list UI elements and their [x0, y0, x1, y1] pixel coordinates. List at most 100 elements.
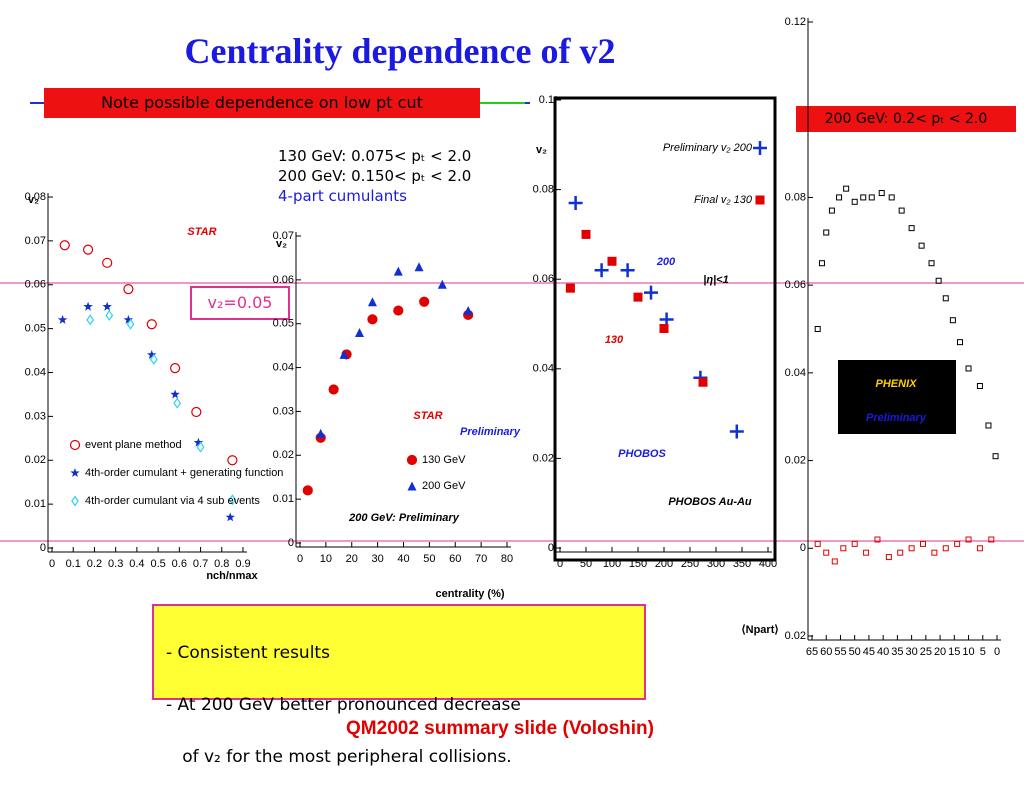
legend-label: event plane method [85, 439, 182, 451]
data-point [898, 207, 905, 214]
slide: {"slide":{"title":"Centrality dependence… [0, 15, 1024, 767]
x-tick-label: 10 [962, 646, 974, 658]
legend-label: Preliminary v₂ 200 [663, 142, 753, 154]
y-tick-label: 0.06 [273, 274, 294, 286]
data-point [69, 439, 81, 451]
data-point [868, 194, 875, 201]
y-tick-label: 0.07 [25, 235, 46, 247]
y-tick-label: 0.01 [273, 493, 294, 505]
data-point [823, 229, 830, 236]
data-point [965, 365, 972, 372]
data-point [607, 256, 617, 266]
data-point [59, 240, 70, 251]
x-tick-label: 55 [834, 646, 846, 658]
cut-text: 130 GeV: 0.075< pₜ < 2.0 200 GeV: 0.150<… [278, 146, 471, 206]
data-point [191, 406, 202, 418]
data-point [315, 432, 326, 443]
data-point [355, 327, 365, 337]
data-point [965, 536, 972, 543]
annotation: PHOBOS Au-Au [668, 496, 752, 508]
data-point [814, 326, 821, 332]
data-point [659, 312, 674, 327]
y-tick-label: 0.07 [273, 230, 294, 242]
data-point [463, 309, 474, 321]
y-tick-label: 0.02 [785, 630, 806, 642]
data-point [908, 545, 915, 552]
x-tick-label: 20 [346, 553, 358, 565]
data-point [328, 384, 339, 395]
data-point [693, 370, 708, 385]
x-tick-label: 300 [707, 558, 725, 570]
x-tick-label: 50 [423, 553, 435, 565]
x-tick-label: 35 [891, 646, 903, 658]
data-point [228, 494, 237, 506]
bullet: - Consistent results [166, 643, 330, 663]
data-point [302, 485, 313, 496]
y-tick-label: 0.02 [25, 454, 46, 466]
data-point [954, 540, 961, 547]
data-point [170, 389, 180, 399]
annotation: 130 [605, 334, 624, 346]
data-point [393, 266, 403, 276]
data-point [976, 545, 983, 552]
x-tick-label: 60 [820, 646, 832, 658]
y-tick-label: 0.12 [785, 16, 806, 28]
x-tick-label: 25 [920, 646, 932, 658]
data-point [437, 279, 447, 289]
data-point [196, 441, 205, 453]
x-tick-label: 40 [397, 553, 409, 565]
data-point [863, 549, 870, 556]
x-tick-label: 0.7 [193, 558, 208, 570]
data-point [843, 185, 850, 192]
data-point [918, 242, 925, 249]
data-point [988, 536, 995, 543]
summary-box: - Consistent results - At 200 GeV better… [152, 604, 646, 767]
x-tick-label: 0.2 [87, 558, 102, 570]
y-axis-label: v₂ [276, 238, 287, 250]
data-point [818, 260, 825, 267]
x-tick-label: 20 [934, 646, 946, 658]
x-tick-label: 65 [806, 646, 818, 658]
data-point [957, 339, 963, 346]
bullet: of v₂ for the most peripheral collisions… [166, 747, 512, 767]
x-tick-label: 0.9 [235, 558, 250, 570]
y-tick-label: 0.03 [273, 405, 294, 417]
data-point [173, 397, 182, 409]
data-point [169, 363, 181, 374]
data-point [831, 558, 838, 565]
data-point [406, 454, 418, 466]
data-point [146, 319, 157, 330]
y-tick-label: 0.08 [25, 191, 46, 203]
data-point [920, 540, 926, 547]
y-tick-label: 0 [40, 542, 46, 554]
data-point [885, 554, 892, 561]
data-point [393, 305, 404, 316]
data-point [123, 284, 134, 295]
x-tick-label: 0.1 [66, 558, 81, 570]
x-tick-label: 40 [877, 646, 889, 658]
data-point [86, 314, 95, 326]
y-tick-label: 0.05 [25, 323, 46, 335]
x-tick-label: 0 [557, 558, 563, 570]
data-point [942, 545, 949, 552]
y-tick-label: 0.08 [533, 184, 554, 196]
x-tick-label: 0.6 [172, 558, 187, 570]
note-box: Note possible dependence on low pt cut [44, 88, 480, 118]
v2-line-label: v₂=0.05 [190, 286, 290, 320]
data-point [414, 262, 424, 272]
data-point [407, 481, 417, 491]
x-tick-label: 250 [681, 558, 699, 570]
data-point [633, 292, 643, 302]
data-point [227, 455, 238, 466]
data-point [992, 453, 999, 460]
y-tick-label: 0 [288, 537, 294, 549]
y-tick-label: 0.02 [785, 454, 806, 466]
legend-label: 200 GeV [422, 480, 466, 492]
annotation: 200 [656, 256, 676, 268]
x-tick-label: 0.4 [129, 558, 144, 570]
x-tick-label: 30 [905, 646, 917, 658]
x-tick-label: 70 [475, 553, 487, 565]
cut-200: 200 GeV: 0.150< pₜ < 2.0 [278, 167, 472, 185]
data-point [931, 549, 938, 556]
x-axis-label: ⟨Npart⟩ [741, 624, 778, 636]
